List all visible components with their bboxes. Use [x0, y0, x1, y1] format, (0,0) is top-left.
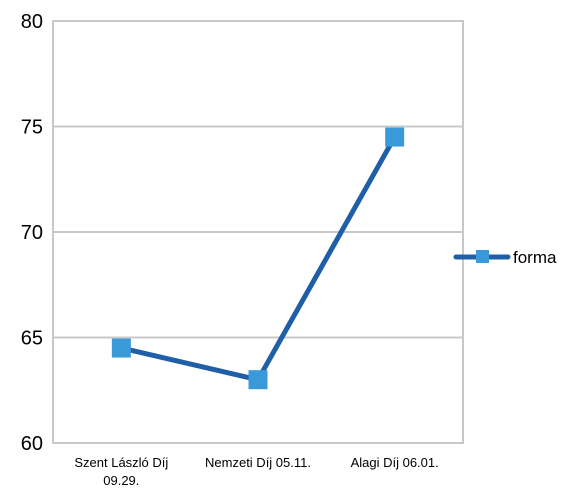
x-axis-tick-labels: Szent László Díj 09.29. Nemzeti Díj 05.11.… — [74, 455, 438, 488]
y-tick-label: 70 — [21, 222, 43, 244]
data-point-marker — [385, 127, 405, 147]
legend-label: forma — [513, 248, 557, 267]
plot-area-frame — [52, 20, 464, 444]
y-axis-tick-labels: 60 65 70 75 80 — [21, 11, 43, 455]
x-tick-label: Nemzeti Díj 05.11. — [205, 455, 311, 470]
legend: forma — [453, 248, 557, 267]
y-tick-label: 75 — [21, 117, 43, 139]
data-point-marker — [111, 338, 131, 358]
series-layer — [111, 127, 405, 390]
y-tick-label: 65 — [21, 328, 43, 350]
data-point-marker — [248, 370, 268, 390]
y-tick-label: 80 — [21, 11, 43, 33]
y-tick-label: 60 — [21, 433, 43, 455]
x-tick-label: Szent László Díj 09.29. — [74, 455, 168, 488]
legend-marker-swatch — [476, 250, 489, 263]
x-tick-label: Alagi Díj 06.01. — [351, 455, 439, 470]
